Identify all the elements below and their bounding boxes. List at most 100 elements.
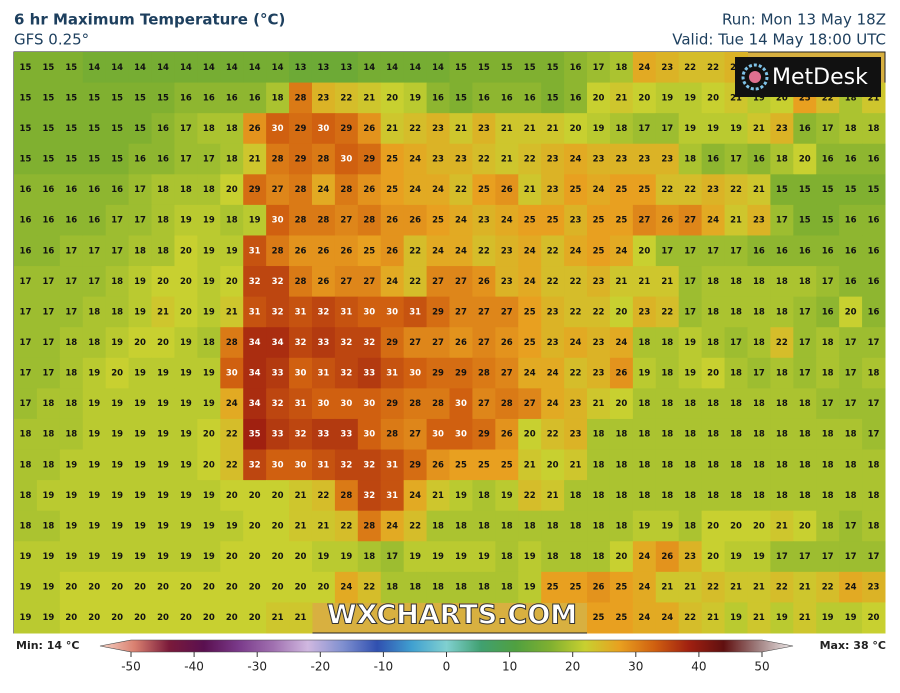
temperature-cell xyxy=(632,357,657,389)
temperature-value: 19 xyxy=(65,552,77,562)
temperature-value: 23 xyxy=(593,155,605,165)
temperature-cell xyxy=(449,327,473,359)
temperature-value: 18 xyxy=(638,430,650,440)
temperature-cell xyxy=(174,449,198,481)
temperature-cell xyxy=(174,602,198,634)
temperature-value: 20 xyxy=(111,369,123,379)
temperature-value: 18 xyxy=(203,124,215,134)
temperature-cell xyxy=(243,204,267,236)
temperature-value: 18 xyxy=(776,155,788,165)
temperature-value: 19 xyxy=(111,491,123,501)
temperature-cell xyxy=(266,266,290,298)
temperature-cell xyxy=(151,388,175,420)
temperature-value: 18 xyxy=(20,491,32,501)
temperature-cell xyxy=(151,449,175,481)
temperature-cell xyxy=(839,327,863,359)
temperature-value: 19 xyxy=(249,216,261,226)
temperature-cell xyxy=(862,113,886,145)
temperature-value: 27 xyxy=(272,185,284,195)
temperature-value: 24 xyxy=(524,369,536,379)
temperature-value: 15 xyxy=(88,124,100,134)
temperature-cell xyxy=(380,449,405,481)
temperature-value: 18 xyxy=(615,63,627,73)
temperature-cell xyxy=(403,143,428,175)
temperature-value: 18 xyxy=(226,124,238,134)
temperature-cell xyxy=(334,266,359,298)
temperature-value: 19 xyxy=(134,307,146,317)
temperature-value: 17 xyxy=(661,246,673,256)
temperature-value: 27 xyxy=(478,338,490,348)
temperature-cell xyxy=(266,541,290,573)
temperature-cell xyxy=(380,143,405,175)
temperature-value: 25 xyxy=(501,460,513,470)
temperature-cell xyxy=(151,357,175,389)
temperature-value: 15 xyxy=(42,155,54,165)
temperature-value: 18 xyxy=(478,491,490,501)
temperature-value: 18 xyxy=(615,460,627,470)
temperature-value: 22 xyxy=(822,93,834,103)
temperature-value: 31 xyxy=(340,307,352,317)
temperature-cell xyxy=(220,357,244,389)
temperature-value: 23 xyxy=(478,216,490,226)
temperature-value: 17 xyxy=(42,369,54,379)
temperature-value: 14 xyxy=(180,63,192,73)
temperature-value: 18 xyxy=(638,399,650,409)
temperature-cell xyxy=(541,266,565,298)
temperature-cell xyxy=(587,327,611,359)
watermark: WXCHARTS.COM xyxy=(327,600,577,631)
temperature-cell xyxy=(311,571,336,603)
temperature-value: 15 xyxy=(776,185,788,195)
colorbar-tick-label: 50 xyxy=(754,660,769,674)
temperature-cell xyxy=(472,480,496,512)
temperature-cell xyxy=(14,266,38,298)
temperature-value: 20 xyxy=(65,583,77,593)
temperature-cell xyxy=(747,510,771,542)
temperature-cell xyxy=(174,541,198,573)
temperature-cell xyxy=(793,541,817,573)
temperature-value: 23 xyxy=(570,216,582,226)
temperature-value: 16 xyxy=(822,155,834,165)
temperature-value: 23 xyxy=(776,124,788,134)
temperature-value: 15 xyxy=(42,124,54,134)
temperature-value: 25 xyxy=(363,246,375,256)
temperature-cell xyxy=(426,418,450,451)
temperature-cell xyxy=(197,113,221,145)
temperature-cell xyxy=(816,204,840,236)
temperature-cell xyxy=(403,327,428,359)
temperature-value: 21 xyxy=(776,521,788,531)
temperature-cell xyxy=(609,113,634,145)
temperature-cell xyxy=(197,418,221,451)
temperature-cell xyxy=(59,602,84,634)
temperature-cell xyxy=(564,388,588,420)
temperature-cell xyxy=(678,602,703,634)
temperature-cell xyxy=(770,418,794,451)
temperature-value: 22 xyxy=(340,93,352,103)
temperature-value: 16 xyxy=(845,216,857,226)
temperature-cell xyxy=(243,296,267,328)
temperature-value: 22 xyxy=(409,246,421,256)
temperature-value: 18 xyxy=(776,369,788,379)
temperature-value: 14 xyxy=(272,63,284,73)
temperature-value: 21 xyxy=(524,124,536,134)
temperature-value: 31 xyxy=(386,460,398,470)
temperature-value: 16 xyxy=(20,246,32,256)
temperature-cell xyxy=(862,357,886,389)
temperature-value: 21 xyxy=(272,613,284,623)
temperature-cell xyxy=(518,204,542,236)
temperature-cell xyxy=(36,602,61,634)
temperature-cell xyxy=(59,357,84,389)
temperature-value: 23 xyxy=(570,399,582,409)
temperature-value: 18 xyxy=(661,460,673,470)
temperature-cell xyxy=(472,174,496,206)
temperature-cell xyxy=(243,174,267,206)
temperature-value: 16 xyxy=(845,155,857,165)
temperature-cell xyxy=(678,541,703,573)
temperature-cell xyxy=(862,418,886,451)
temperature-value: 22 xyxy=(524,155,536,165)
temperature-value: 16 xyxy=(42,216,54,226)
temperature-cell xyxy=(311,449,336,481)
temperature-cell xyxy=(495,266,519,298)
temperature-value: 34 xyxy=(249,399,261,409)
temperature-cell xyxy=(403,52,428,84)
temperature-cell xyxy=(747,357,771,389)
